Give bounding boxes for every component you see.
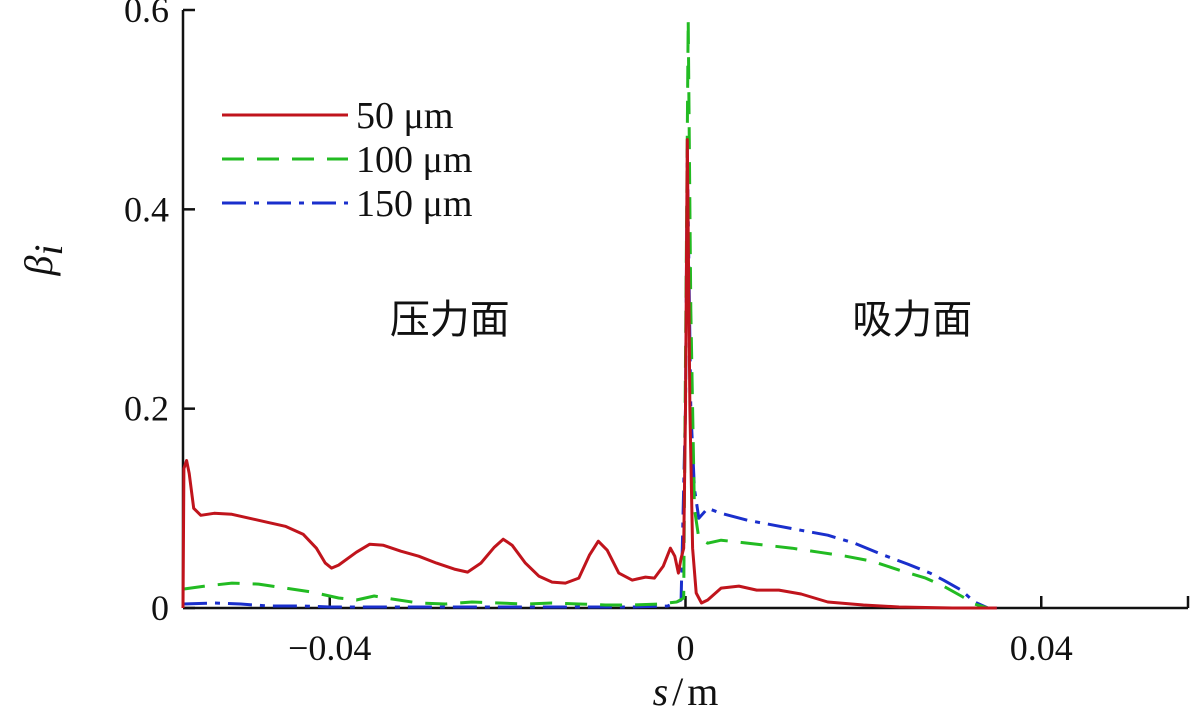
y-axis-label-subscript: i bbox=[26, 244, 71, 255]
x-tick-label: −0.04 bbox=[288, 628, 371, 668]
series-line-3 bbox=[182, 148, 997, 610]
y-axis-label-symbol: β bbox=[16, 256, 61, 277]
y-tick-label: 0.2 bbox=[124, 389, 169, 429]
x-axis-label-unit: m bbox=[687, 669, 718, 714]
annotation-layer: 压力面 吸力面 bbox=[390, 297, 972, 343]
series-layer bbox=[181, 18, 997, 610]
y-tick-label: 0 bbox=[151, 588, 169, 628]
legend-label-2: 100 μm bbox=[356, 139, 472, 181]
y-tick-label: 0.4 bbox=[124, 189, 169, 229]
series-line-1 bbox=[181, 138, 997, 610]
region-label-1: 压力面 bbox=[390, 297, 510, 343]
x-axis-label-separator: / bbox=[672, 669, 684, 714]
x-tick-label: 0.04 bbox=[1010, 628, 1073, 668]
region-label-2: 吸力面 bbox=[852, 297, 972, 343]
series-line-2 bbox=[182, 18, 989, 610]
x-axis-label-symbol: s bbox=[653, 669, 669, 714]
x-tick-label: 0 bbox=[677, 628, 695, 668]
legend-label-3: 150 μm bbox=[356, 183, 472, 225]
y-tick-label: 0.6 bbox=[124, 0, 169, 30]
y-axis-label: βi bbox=[16, 244, 71, 276]
legend-label-1: 50 μm bbox=[356, 95, 453, 137]
x-axis-label: s / m bbox=[653, 669, 719, 714]
